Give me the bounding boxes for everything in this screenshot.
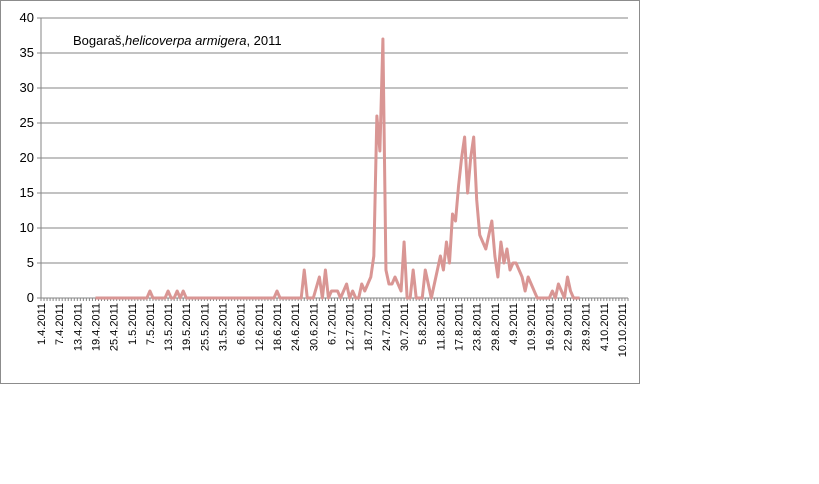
line-chart: 0 5 10 15 20 25 30 35 40 1.4.2011 7.4.2011 13.4.201… xyxy=(20,10,629,357)
y-tick-label: 25 xyxy=(20,115,34,130)
y-tick-label: 0 xyxy=(27,290,34,305)
y-tick-label: 5 xyxy=(27,255,34,270)
title-year: , 2011 xyxy=(246,33,281,48)
axes xyxy=(37,17,629,301)
x-tick-label: 25.4.2011 xyxy=(109,303,121,351)
x-tick-label: 1.4.2011 xyxy=(36,303,48,345)
title-location: Bogaraš, xyxy=(73,33,125,48)
y-tick-label: 35 xyxy=(20,45,34,60)
x-tick-label: 28.9.2011 xyxy=(581,303,593,351)
x-tick-label: 24.7.2011 xyxy=(381,303,393,351)
x-tick-label: 10.10.2011 xyxy=(617,303,629,357)
x-tick-label: 6.7.2011 xyxy=(326,303,338,345)
title-species: helicoverpa armigera xyxy=(125,33,246,48)
x-tick-label: 13.4.2011 xyxy=(72,303,84,351)
series-layer xyxy=(95,37,580,300)
x-tick-label: 11.8.2011 xyxy=(435,303,447,350)
x-tick-label: 7.4.2011 xyxy=(54,303,66,345)
x-tick-label: 7.5.2011 xyxy=(145,303,157,345)
series-line xyxy=(95,37,580,300)
gridlines xyxy=(41,17,628,264)
x-tick-label: 29.8.2011 xyxy=(490,303,502,351)
x-tick-label: 16.9.2011 xyxy=(544,303,556,351)
x-tick-label: 5.8.2011 xyxy=(417,303,429,345)
x-tick-label: 10.9.2011 xyxy=(526,303,538,351)
x-tick-label: 24.6.2011 xyxy=(290,303,302,351)
y-tick-label: 10 xyxy=(20,220,34,235)
chart-title: Bogaraš,helicoverpa armigera, 2011 xyxy=(73,33,282,48)
x-tick-label: 30.6.2011 xyxy=(308,303,320,351)
y-tick-label: 40 xyxy=(20,10,34,25)
y-tick-label: 15 xyxy=(20,185,34,200)
x-tick-label: 19.4.2011 xyxy=(90,303,102,351)
x-tick-label: 23.8.2011 xyxy=(472,303,484,351)
x-tick-label: 4.9.2011 xyxy=(508,303,520,345)
x-tick-label: 4.10.2011 xyxy=(599,303,611,351)
x-tick-label: 18.7.2011 xyxy=(363,303,375,351)
y-tick-label: 30 xyxy=(20,80,34,95)
tick-labels: 0 5 10 15 20 25 30 35 40 1.4.2011 7.4.2011 13.4.201… xyxy=(20,10,629,357)
x-tick-label: 30.7.2011 xyxy=(399,303,411,351)
x-tick-label: 1.5.2011 xyxy=(127,303,139,345)
x-tick-label: 12.7.2011 xyxy=(345,303,357,351)
x-tick-label: 22.9.2011 xyxy=(562,303,574,351)
x-tick-label: 19.5.2011 xyxy=(181,303,193,351)
x-tick-label: 6.6.2011 xyxy=(236,303,248,345)
x-tick-label: 25.5.2011 xyxy=(199,303,211,351)
x-tick-label: 17.8.2011 xyxy=(454,303,466,351)
chart-area: 0 5 10 15 20 25 30 35 40 1.4.2011 7.4.2011 13.4.201… xyxy=(0,0,640,384)
x-tick-label: 13.5.2011 xyxy=(163,303,175,351)
x-tick-label: 18.6.2011 xyxy=(272,303,284,351)
x-tick-label: 12.6.2011 xyxy=(254,303,266,351)
x-tick-label: 31.5.2011 xyxy=(218,303,230,351)
y-tick-label: 20 xyxy=(20,150,34,165)
